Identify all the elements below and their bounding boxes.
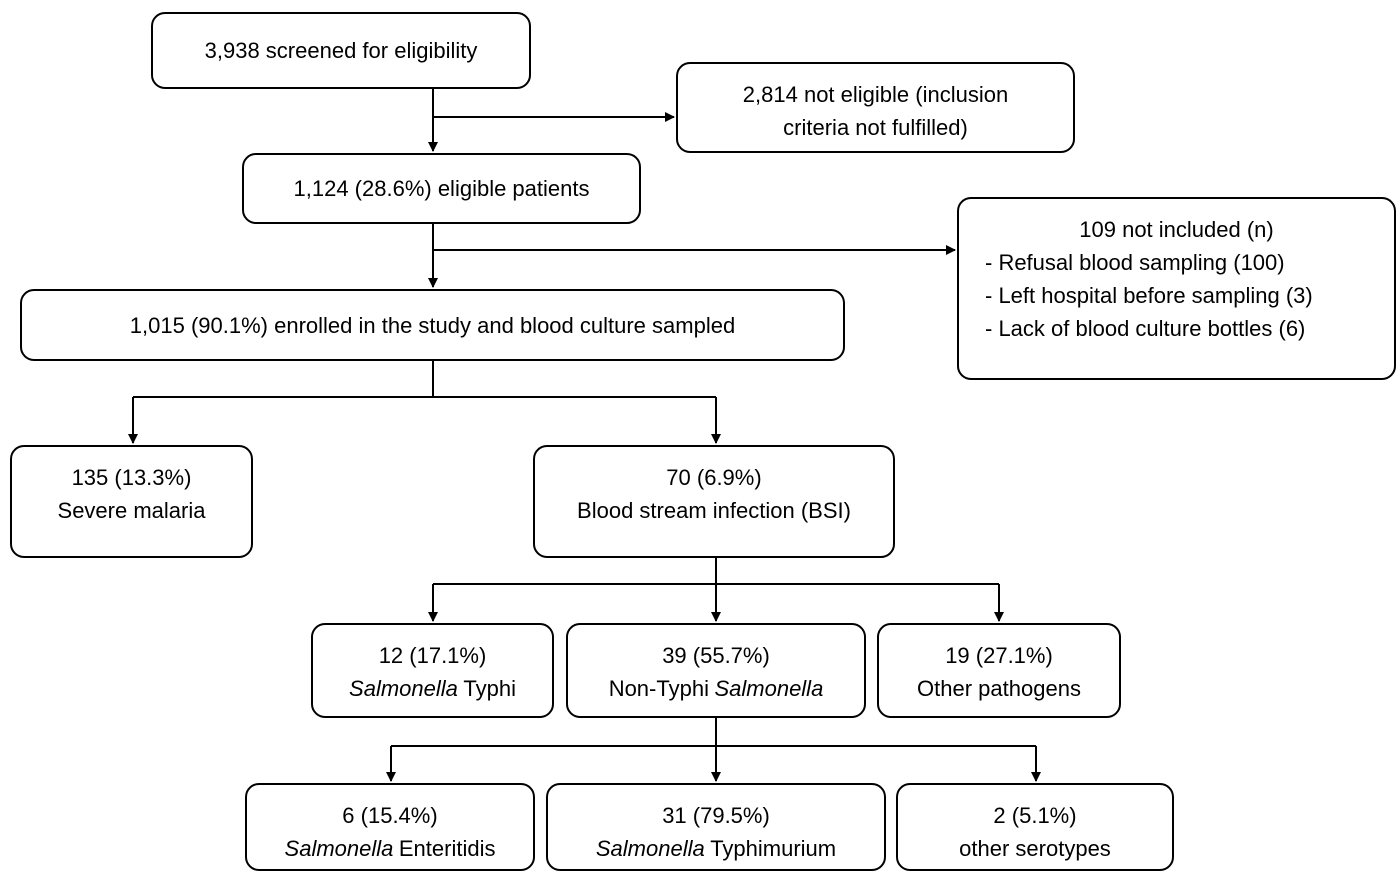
box-line: Severe malaria bbox=[12, 494, 251, 527]
box-text: 3,938 screened for eligibility bbox=[204, 38, 478, 63]
flow-box: 3,938 screened for eligibility bbox=[151, 12, 531, 89]
box-text: 135 (13.3%) bbox=[71, 465, 192, 490]
box-line: 2,814 not eligible (inclusion bbox=[678, 78, 1073, 111]
box-text: Blood stream infection (BSI) bbox=[577, 498, 851, 523]
box-text: Typhi bbox=[463, 676, 516, 701]
box-text: 19 (27.1%) bbox=[945, 643, 1053, 668]
box-line: other serotypes bbox=[898, 832, 1172, 865]
box-line: 109 not included (n) bbox=[959, 213, 1394, 246]
box-text: 39 (55.7%) bbox=[662, 643, 770, 668]
box-line: 31 (79.5%) bbox=[548, 799, 884, 832]
box-line: 39 (55.7%) bbox=[568, 639, 864, 672]
box-text: - Lack of blood culture bottles (6) bbox=[985, 316, 1306, 341]
box-line: 1,124 (28.6%) eligible patients bbox=[244, 172, 639, 205]
box-text: 2,814 not eligible (inclusion bbox=[742, 82, 1009, 107]
box-line: - Refusal blood sampling (100) bbox=[959, 246, 1394, 279]
box-text: 1,015 (90.1%) enrolled in the study and … bbox=[129, 312, 736, 338]
box-text: 1,124 (28.6%) eligible patients bbox=[293, 176, 590, 201]
box-line: Non-Typhi Salmonella bbox=[568, 672, 864, 705]
box-line: - Lack of blood culture bottles (6) bbox=[959, 312, 1394, 345]
box-text: Typhimurium bbox=[710, 836, 837, 861]
box-text: 12 (17.1%) bbox=[378, 643, 487, 668]
box-text: Enteritidis bbox=[398, 836, 496, 861]
box-text: other serotypes bbox=[959, 836, 1111, 861]
box-text: criteria not fulfilled) bbox=[783, 115, 968, 140]
flow-box: 19 (27.1%) Other pathogens bbox=[877, 623, 1121, 718]
flow-box: 109 not included (n) - Refusal blood samp… bbox=[957, 197, 1396, 380]
box-text: Salmonella bbox=[595, 836, 705, 861]
box-line: 135 (13.3%) bbox=[12, 461, 251, 494]
flow-box: 12 (17.1%) Salmonella Typhi bbox=[311, 623, 554, 718]
box-line: Salmonella Enteritidis bbox=[247, 832, 533, 865]
flow-box: 6 (15.4%) Salmonella Enteritidis bbox=[245, 783, 535, 871]
box-line: Salmonella Typhi bbox=[313, 672, 552, 705]
flow-box: 2,814 not eligible (inclusion criteria no… bbox=[676, 62, 1075, 153]
box-line: 12 (17.1%) bbox=[313, 639, 552, 672]
box-text: 2 (5.1%) bbox=[993, 803, 1077, 828]
flow-box: 1,015 (90.1%) enrolled in the study and … bbox=[20, 289, 845, 361]
box-text: Salmonella bbox=[714, 676, 824, 701]
box-line: Blood stream infection (BSI) bbox=[535, 494, 893, 527]
box-text: 31 (79.5%) bbox=[662, 803, 770, 828]
flow-box: 31 (79.5%) Salmonella Typhimurium bbox=[546, 783, 886, 871]
box-line: 6 (15.4%) bbox=[247, 799, 533, 832]
box-text: Salmonella bbox=[284, 836, 394, 861]
box-text: - Left hospital before sampling (3) bbox=[985, 283, 1313, 308]
box-line: Salmonella Typhimurium bbox=[548, 832, 884, 865]
box-text: Severe malaria bbox=[57, 498, 206, 523]
box-text: Other pathogens bbox=[917, 676, 1081, 701]
flow-box: 70 (6.9%) Blood stream infection (BSI) bbox=[533, 445, 895, 558]
box-text: 70 (6.9%) bbox=[666, 465, 762, 490]
flow-box: 135 (13.3%) Severe malaria bbox=[10, 445, 253, 558]
flow-box: 39 (55.7%) Non-Typhi Salmonella bbox=[566, 623, 866, 718]
box-line: 2 (5.1%) bbox=[898, 799, 1172, 832]
box-line: 70 (6.9%) bbox=[535, 461, 893, 494]
box-line: - Left hospital before sampling (3) bbox=[959, 279, 1394, 312]
box-line: 3,938 screened for eligibility bbox=[153, 34, 529, 67]
box-line: criteria not fulfilled) bbox=[678, 111, 1073, 144]
box-text: Non-Typhi bbox=[608, 676, 709, 701]
box-text: Salmonella bbox=[349, 676, 458, 701]
flow-box: 2 (5.1%) other serotypes bbox=[896, 783, 1174, 871]
box-line: 19 (27.1%) bbox=[879, 639, 1119, 672]
box-line: Other pathogens bbox=[879, 672, 1119, 705]
box-line: 1,015 (90.1%) enrolled in the study and … bbox=[22, 309, 843, 342]
flow-box: 1,124 (28.6%) eligible patients bbox=[242, 153, 641, 224]
box-text: 109 not included (n) bbox=[1079, 217, 1274, 242]
box-text: - Refusal blood sampling (100) bbox=[985, 250, 1285, 275]
box-text: 6 (15.4%) bbox=[342, 803, 438, 828]
